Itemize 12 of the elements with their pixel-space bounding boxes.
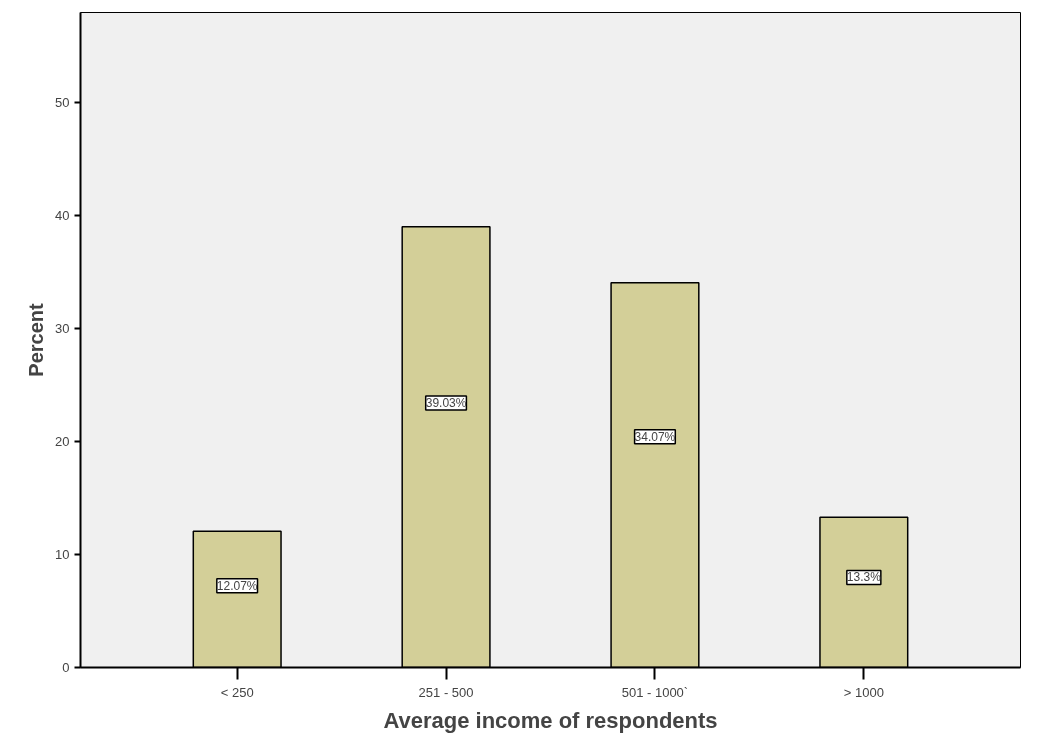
x-axis-title: Average income of respondents [383,707,718,733]
x-tick-label: 251 - 500 [418,684,474,700]
x-tick-label: > 1000 [843,684,884,700]
y-tick-label: 0 [62,660,70,675]
y-tick-label: 20 [55,434,70,450]
y-tick-label: 30 [55,321,70,337]
x-tick-label: 501 - 1000` [621,684,689,700]
y-tick-label: 40 [55,208,70,224]
y-tick-label: 10 [55,547,70,563]
y-axis-title: Percent [25,302,48,377]
x-tick-label: < 250 [220,684,254,700]
y-tick-label: 50 [55,95,70,111]
